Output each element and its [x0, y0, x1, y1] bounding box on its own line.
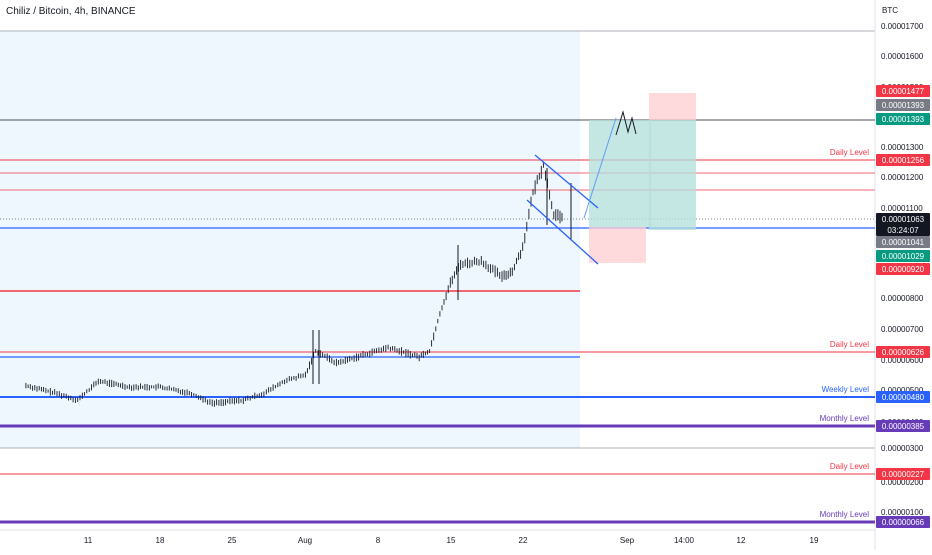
level-label: Daily Level [830, 148, 869, 157]
y-tick-label: 0.00000800 [881, 294, 924, 303]
price-tag: 0.00001477 [882, 87, 925, 96]
price-tag-bg [876, 263, 930, 275]
y-tick-label: 0.00000200 [881, 478, 924, 487]
price-tag-bg [876, 113, 930, 125]
level-price-tag-bg [876, 516, 930, 528]
level-label: Monthly Level [820, 414, 870, 423]
y-tick-label: 0.00000500 [881, 386, 924, 395]
price-tag-bg [876, 236, 930, 248]
level-price-tag: 0.00001256 [882, 156, 925, 165]
price-tag: 0.00000920 [882, 265, 925, 274]
y-tick-label: 0.00001700 [881, 22, 924, 31]
level-price-tag: 0.00000480 [882, 393, 925, 402]
short-loss-zone [649, 93, 696, 120]
price-tag: 0.00001029 [882, 252, 925, 261]
chart-title: Chiliz / Bitcoin, 4h, BINANCE [6, 6, 136, 17]
x-tick-label: 18 [156, 536, 165, 545]
price-tag: 0.00001393 [882, 115, 925, 124]
price-tag: 0.00001041 [882, 238, 925, 247]
level-label: Daily Level [830, 462, 869, 471]
level-price-tag-bg [876, 391, 930, 403]
level-price-tag: 0.00000066 [882, 518, 925, 527]
channel-lower [526, 199, 599, 265]
price-tag-bg [876, 213, 930, 225]
level-price-tag-bg [876, 154, 930, 166]
y-tick-label: 0.00000700 [881, 325, 924, 334]
level-price-tag: 0.00000227 [882, 470, 925, 479]
price-tag-bg [876, 250, 930, 262]
y-tick-label: 0.00000600 [881, 356, 924, 365]
level-price-tag-bg [876, 346, 930, 358]
level-label: Daily Level [830, 340, 869, 349]
level-price-tag: 0.00000385 [882, 422, 925, 431]
x-tick-label: 14:00 [674, 536, 695, 545]
history-highlight [0, 31, 580, 448]
axis-unit-label: BTC [882, 6, 898, 15]
x-tick-label: Aug [298, 536, 312, 545]
x-tick-label: 8 [376, 536, 381, 545]
x-tick-label: 25 [228, 536, 237, 545]
long-loss-zone [589, 227, 646, 263]
short-profit-zone [649, 120, 696, 230]
x-tick-label: 12 [737, 536, 746, 545]
price-tag-bg [876, 99, 930, 111]
level-price-tag: 0.00000626 [882, 348, 925, 357]
x-tick-label: 22 [519, 536, 528, 545]
x-tick-label: 11 [84, 536, 93, 545]
handdrawn-peak [615, 110, 637, 136]
x-tick-label: 19 [810, 536, 819, 545]
y-tick-label: 0.00000300 [881, 444, 924, 453]
price-tag-bg [876, 224, 930, 236]
price-tag: 0.00001063 [882, 215, 925, 224]
price-tags: 0.00001477 0.00001393 0.00001393 0.00001063… [876, 85, 930, 528]
y-tick-label: 0.00001600 [881, 52, 924, 61]
x-tick-label: Sep [620, 536, 635, 545]
projection-arrow [583, 117, 617, 219]
level-price-tag-bg [876, 468, 930, 480]
candles [25, 161, 572, 407]
x-tick-label: 15 [447, 536, 456, 545]
level-price-tag-bg [876, 420, 930, 432]
long-profit-zone [589, 120, 651, 227]
price-tag: 03:24:07 [887, 226, 919, 235]
level-label: Weekly Level [822, 385, 870, 394]
y-tick-label: 0.00001100 [881, 204, 923, 213]
price-tag-bg [876, 85, 930, 97]
y-tick-label: 0.00001200 [881, 173, 924, 182]
y-tick-label: 0.00001300 [881, 143, 924, 152]
channel-upper [534, 154, 599, 209]
level-label: Monthly Level [820, 510, 870, 519]
price-tag: 0.00001393 [882, 101, 925, 110]
y-tick-label: 0.00000100 [881, 508, 924, 517]
